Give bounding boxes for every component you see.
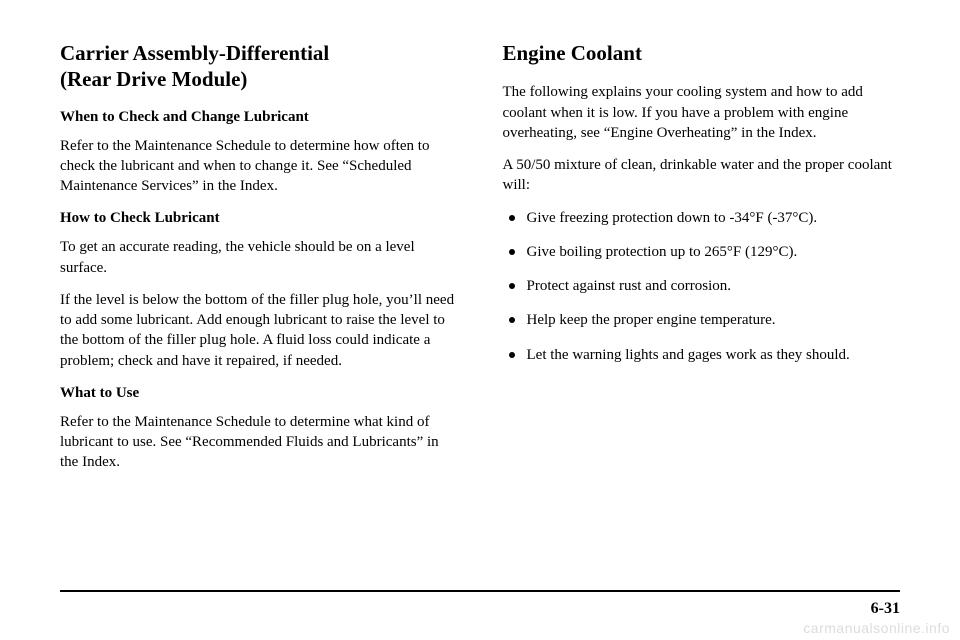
content-columns: Carrier Assembly-Differential (Rear Driv… [60,40,900,485]
page-number: 6-31 [871,600,900,618]
paragraph: A 50/50 mixture of clean, drinkable wate… [503,155,901,196]
list-item: Let the warning lights and gages work as… [503,345,901,365]
heading-line1: Carrier Assembly-Differential [60,41,329,65]
paragraph: To get an accurate reading, the vehicle … [60,237,458,278]
subheading-when-check: When to Check and Change Lubricant [60,109,458,126]
right-heading: Engine Coolant [503,40,901,66]
list-item: Help keep the proper engine temperature. [503,310,901,330]
paragraph: If the level is below the bottom of the … [60,290,458,371]
bullet-list: Give freezing protection down to -34°F (… [503,208,901,365]
list-item: Give freezing protection down to -34°F (… [503,208,901,228]
paragraph: Refer to the Maintenance Schedule to det… [60,136,458,197]
list-item: Give boiling protection up to 265°F (129… [503,242,901,262]
paragraph: Refer to the Maintenance Schedule to det… [60,412,458,473]
heading-line2: (Rear Drive Module) [60,67,247,91]
watermark: carmanualsonline.info [803,620,950,636]
subheading-how-check: How to Check Lubricant [60,210,458,227]
subheading-what-use: What to Use [60,385,458,402]
left-column: Carrier Assembly-Differential (Rear Driv… [60,40,458,485]
list-item: Protect against rust and corrosion. [503,276,901,296]
right-column: Engine Coolant The following explains yo… [503,40,901,485]
footer-rule [60,590,900,592]
paragraph: The following explains your cooling syst… [503,82,901,143]
left-heading: Carrier Assembly-Differential (Rear Driv… [60,40,458,93]
